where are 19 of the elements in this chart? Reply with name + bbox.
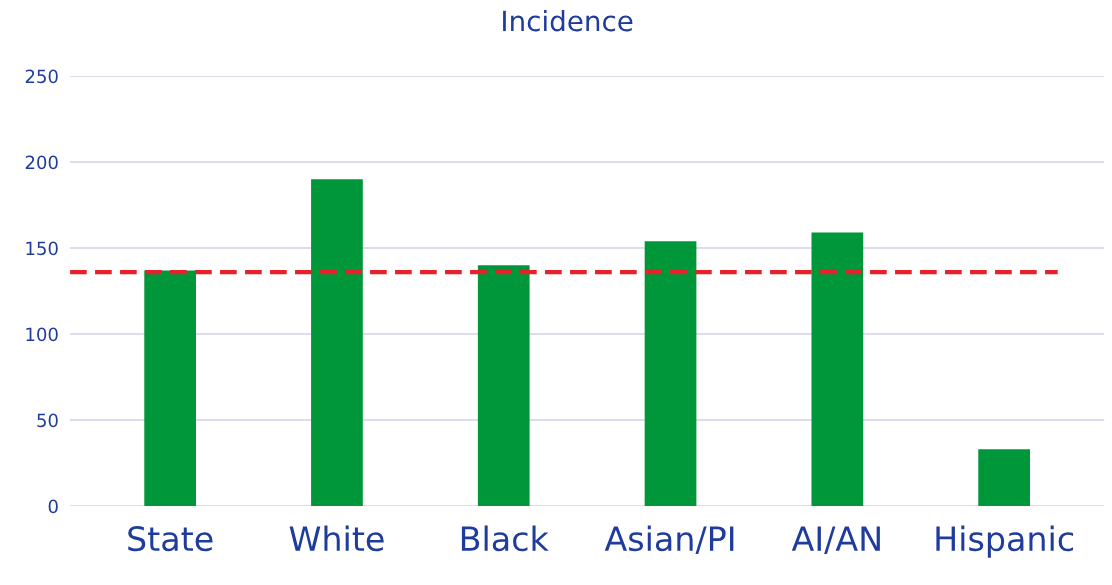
bar — [311, 179, 363, 507]
y-tick-label: 0 — [48, 499, 58, 514]
bar — [811, 232, 864, 507]
x-tick-label: White — [289, 525, 384, 552]
y-tick-label: 100 — [26, 327, 58, 342]
y-tick-label: 250 — [25, 69, 58, 84]
bar — [477, 265, 530, 507]
bar — [978, 449, 1030, 507]
y-tick-label: 150 — [26, 241, 58, 256]
chart-title: Incidence — [503, 9, 633, 32]
x-tick-label: Hispanic — [936, 525, 1074, 558]
y-tick-label: 200 — [25, 155, 58, 170]
x-tick-label: Black — [461, 525, 549, 552]
y-tick-label: 50 — [37, 413, 58, 428]
x-tick-label: State — [128, 526, 213, 552]
bar — [144, 270, 196, 507]
x-tick-label: Asian/PI — [604, 525, 734, 554]
bar — [644, 241, 697, 507]
x-tick-label: AI/AN — [791, 526, 880, 554]
